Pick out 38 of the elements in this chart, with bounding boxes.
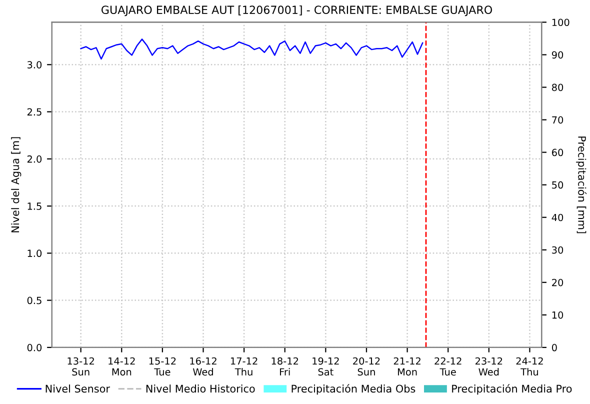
y-tick-label: 0.0 xyxy=(27,344,42,352)
x-tick-label: 13-12 Sun xyxy=(68,357,94,376)
y2-tick-label: 50 xyxy=(552,181,564,189)
y-tick-label: 2.5 xyxy=(27,108,42,116)
x-tick-label: 16-12 Wed xyxy=(190,357,216,376)
y2-tick-label: 70 xyxy=(552,116,564,124)
legend-label: Nivel Medio Historico xyxy=(146,384,255,393)
x-tick-label: 20-12 Sun xyxy=(353,357,380,376)
y-tick-label: 1.5 xyxy=(28,202,42,210)
y-tick-label: 3.0 xyxy=(27,61,42,68)
y2-tick-label: 20 xyxy=(552,278,564,286)
y2-tick-label: 0 xyxy=(552,344,557,352)
x-tick-label: 17-12 Thu xyxy=(231,357,258,376)
y2-tick-label: 40 xyxy=(552,214,564,222)
y2-tick-label: 80 xyxy=(552,84,564,92)
y2-axis-title: Precipitación [mm] xyxy=(576,136,587,234)
y2-tick-label: 10 xyxy=(552,311,564,319)
x-tick-label: 14-12 Mon xyxy=(108,357,135,376)
chart-title: GUAJARO EMBALSE AUT [12067001] - CORRIENTE: EMBALSE GUAJARO xyxy=(102,5,492,16)
y-tick-label: 1.0 xyxy=(28,250,42,258)
legend-label: Nivel Sensor xyxy=(46,384,110,393)
x-tick-label: 24-12 Thu xyxy=(516,357,543,376)
y2-tick-label: 60 xyxy=(552,148,564,156)
x-tick-label: 18-12 Fri xyxy=(272,357,298,376)
y2-tick-label: 100 xyxy=(552,18,570,26)
y-axis-title: Nivel del Agua [m] xyxy=(11,137,22,232)
x-tick-label: 23-12 Wed xyxy=(475,357,502,376)
y-tick-label: 0.5 xyxy=(27,296,42,304)
x-tick-label: 21-12 Mon xyxy=(394,357,420,376)
legend-label: Precipitación Media Pro xyxy=(452,384,572,395)
line-series xyxy=(80,38,424,60)
x-tick-label: 22-12 Tue xyxy=(434,357,462,376)
y2-tick-label: 30 xyxy=(552,246,564,254)
y2-tick-label: 90 xyxy=(552,51,564,59)
x-tick-label: 19-12 Sat xyxy=(312,357,339,376)
y-tick-label: 2.0 xyxy=(27,155,42,163)
x-tick-label: 15-12 Tue xyxy=(149,357,176,376)
legend-label: Precipitación Media Obs xyxy=(292,384,416,395)
